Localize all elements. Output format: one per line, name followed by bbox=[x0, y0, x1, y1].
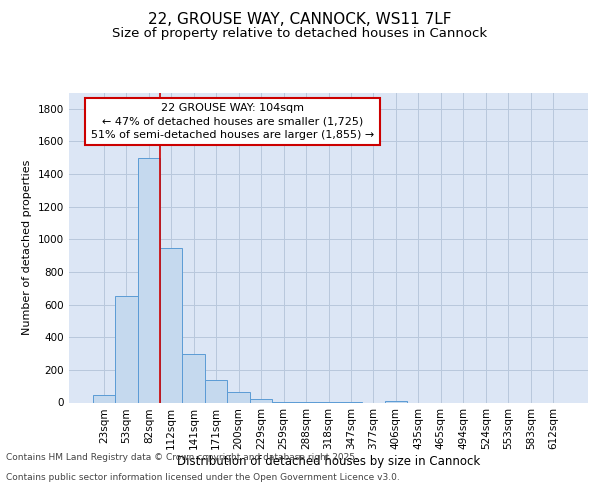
Bar bbox=[160, 248, 182, 402]
Bar bbox=[115, 296, 137, 403]
Bar bbox=[227, 392, 250, 402]
X-axis label: Distribution of detached houses by size in Cannock: Distribution of detached houses by size … bbox=[177, 455, 480, 468]
Bar bbox=[205, 380, 227, 402]
Text: 22 GROUSE WAY: 104sqm
← 47% of detached houses are smaller (1,725)
51% of semi-d: 22 GROUSE WAY: 104sqm ← 47% of detached … bbox=[91, 104, 374, 140]
Bar bbox=[182, 354, 205, 403]
Text: Contains public sector information licensed under the Open Government Licence v3: Contains public sector information licen… bbox=[6, 474, 400, 482]
Bar bbox=[385, 401, 407, 402]
Y-axis label: Number of detached properties: Number of detached properties bbox=[22, 160, 32, 335]
Bar bbox=[250, 399, 272, 402]
Bar bbox=[92, 395, 115, 402]
Text: 22, GROUSE WAY, CANNOCK, WS11 7LF: 22, GROUSE WAY, CANNOCK, WS11 7LF bbox=[148, 12, 452, 28]
Text: Contains HM Land Registry data © Crown copyright and database right 2025.: Contains HM Land Registry data © Crown c… bbox=[6, 454, 358, 462]
Text: Size of property relative to detached houses in Cannock: Size of property relative to detached ho… bbox=[112, 28, 488, 40]
Bar bbox=[137, 158, 160, 402]
